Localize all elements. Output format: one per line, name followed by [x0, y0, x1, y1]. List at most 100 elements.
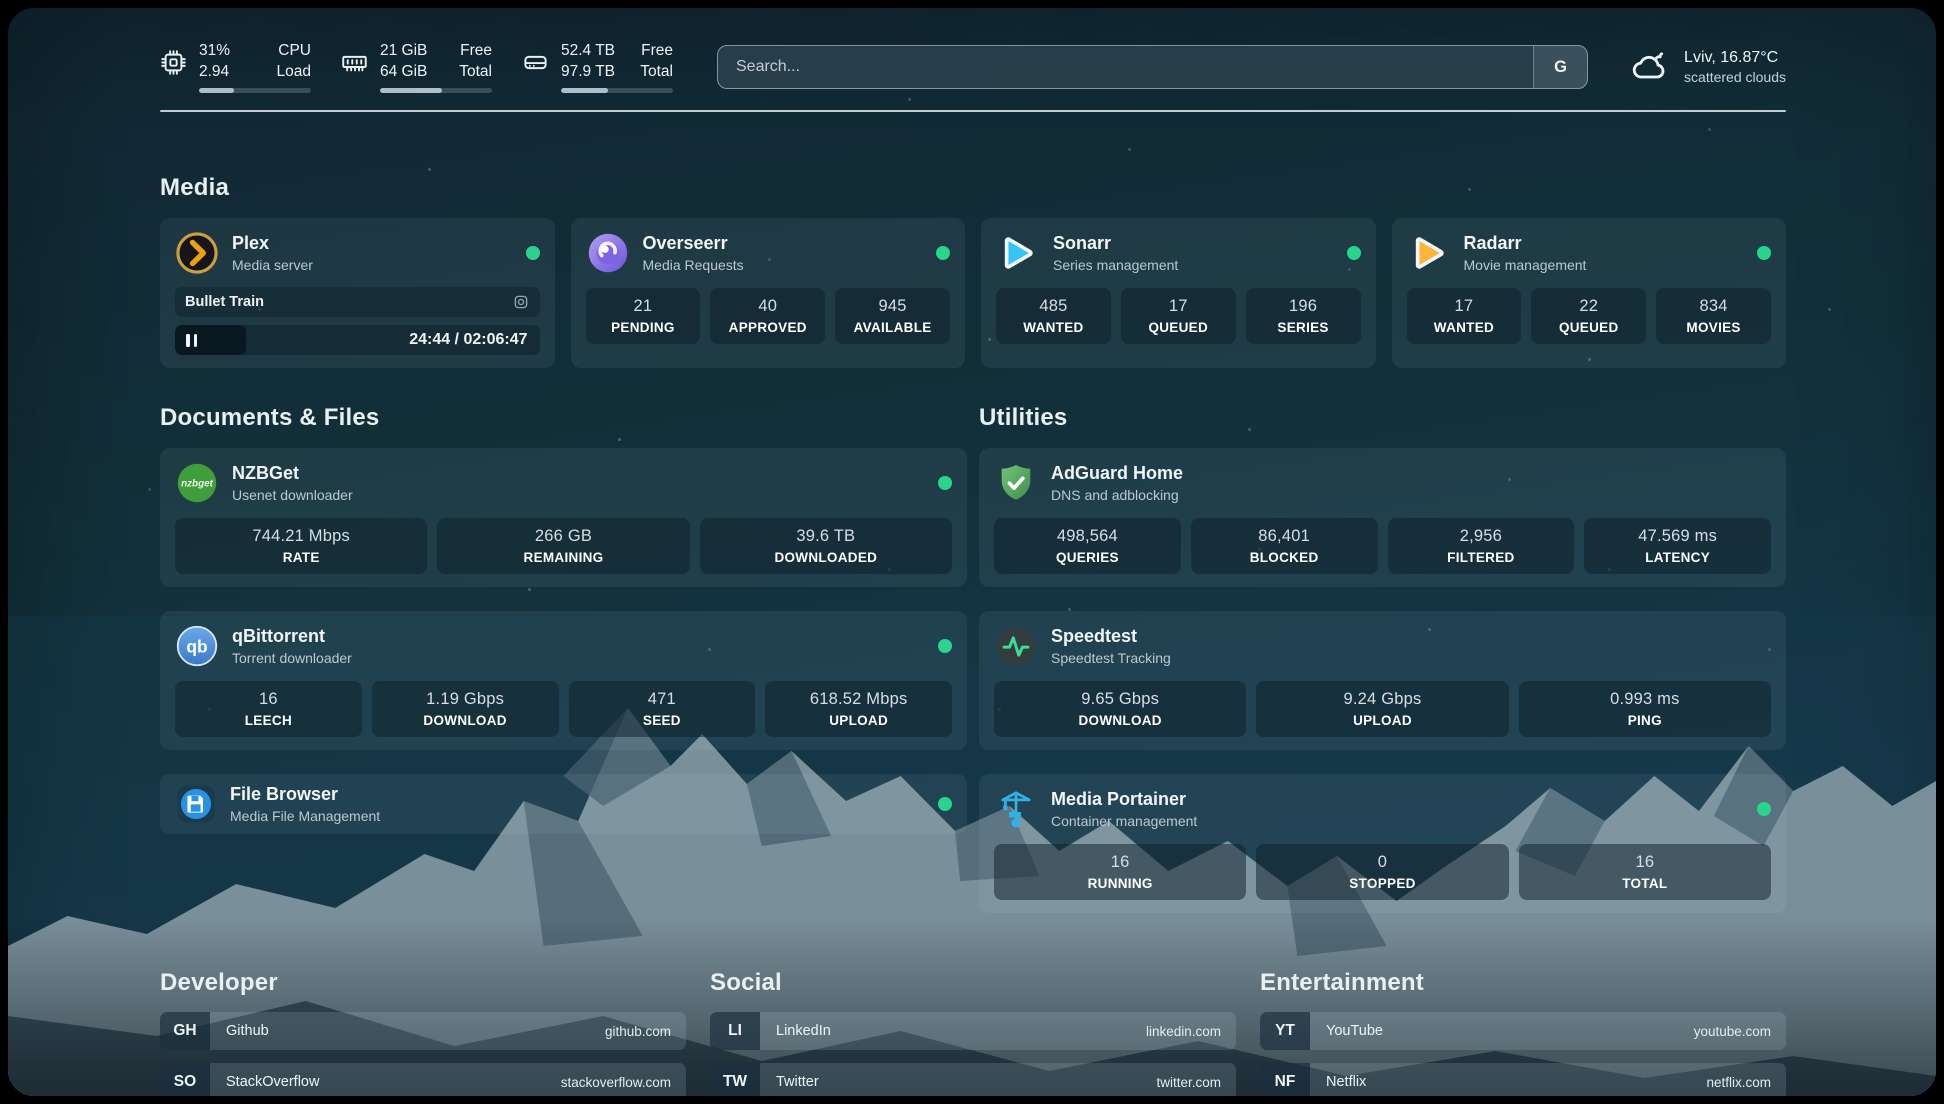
memory-free-label: Free — [460, 42, 492, 60]
nzbget-card[interactable]: nzbget NZBGet Usenet downloader 744.21 M… — [160, 448, 967, 587]
nzbget-icon: nzbget — [175, 461, 219, 505]
stat-value: 16 — [1635, 853, 1655, 871]
adguard-card[interactable]: AdGuard Home DNS and adblocking 498,564 … — [979, 448, 1786, 587]
media-type-icon — [512, 293, 530, 311]
entertainment-group: Entertainment YT YouTube youtube.com NF … — [1260, 969, 1786, 1096]
bookmark-stackoverflow[interactable]: SO StackOverflow stackoverflow.com — [160, 1063, 686, 1096]
cpu-row-2: 2.94 Load — [199, 62, 311, 82]
stat-label: LEECH — [244, 713, 292, 728]
cpu-usage-value: 31% — [199, 42, 231, 60]
bookmark-name: StackOverflow — [226, 1074, 320, 1090]
middle-columns: Documents & Files nzbget NZBGet Usenet d — [160, 404, 1786, 913]
status-dot — [525, 246, 540, 260]
bookmark-netflix[interactable]: NF Netflix netflix.com — [1260, 1063, 1786, 1096]
social-section-title: Social — [710, 969, 782, 996]
stat-rate: 744.21 Mbps RATE — [175, 518, 428, 574]
stat-value: 47.569 ms — [1638, 527, 1718, 545]
bookmark-linkedin[interactable]: LI LinkedIn linkedin.com — [710, 1012, 1236, 1050]
memory-progress-track — [380, 87, 492, 93]
qbittorrent-card[interactable]: qb qBittorrent Torrent downloader 16 LEE… — [160, 611, 967, 750]
service-name: Plex — [232, 232, 270, 253]
header-divider — [160, 110, 1786, 112]
nzbget-card-head: nzbget NZBGet Usenet downloader — [175, 461, 952, 505]
speedtest-card[interactable]: Speedtest Speedtest Tracking 9.65 Gbps D… — [979, 611, 1786, 750]
disk-free-value: 52.4 TB — [561, 42, 616, 60]
stat-value: 1.19 Gbps — [426, 690, 505, 708]
portainer-card[interactable]: Media Portainer Container management 16 … — [979, 774, 1786, 913]
stat-value: 21 — [633, 297, 653, 315]
media-section-title: Media — [160, 174, 230, 201]
bookmark-abbr: GH — [160, 1012, 210, 1050]
stat-label: UPLOAD — [1353, 713, 1412, 728]
bookmark-twitter[interactable]: TW Twitter twitter.com — [710, 1063, 1236, 1096]
service-name: Speedtest — [1051, 625, 1138, 646]
service-desc: DNS and adblocking — [1051, 487, 1179, 504]
weather-condition: scattered clouds — [1684, 69, 1786, 85]
stat-filtered: 2,956 FILTERED — [1387, 518, 1575, 574]
stat-label: STOPPED — [1349, 876, 1416, 891]
stat-value: 618.52 Mbps — [809, 690, 908, 708]
overseerr-card-head: Overseerr Media Requests — [586, 231, 950, 275]
documents-section-title: Documents & Files — [160, 404, 380, 431]
service-desc: Torrent downloader — [232, 650, 352, 667]
stat-movies: 834 MOVIES — [1656, 288, 1771, 344]
developer-bookmarks: GH Github github.com SO StackOverflow st… — [160, 1012, 686, 1096]
stat-series: 196 SERIES — [1245, 288, 1361, 344]
stat-label: FILTERED — [1447, 550, 1515, 565]
media-section: Media Plex Media server — [160, 174, 1786, 368]
bookmark-url: twitter.com — [1156, 1074, 1221, 1090]
radarr-meta: Radarr Movie management — [1464, 233, 1587, 274]
bookmarks-area: Developer GH Github github.com SO StackO… — [160, 969, 1786, 1096]
overseerr-card[interactable]: Overseerr Media Requests 21 PENDING 40 A… — [570, 218, 965, 368]
radarr-card-head: Radarr Movie management — [1407, 231, 1771, 275]
adguard-stats: 498,564 QUERIES 86,401 BLOCKED 2,956 FIL… — [994, 518, 1771, 574]
disk-row-1: 52.4 TB Free — [561, 41, 673, 61]
bookmark-abbr: SO — [160, 1063, 210, 1096]
service-desc: Container management — [1051, 813, 1198, 830]
developer-group: Developer GH Github github.com SO StackO… — [160, 969, 686, 1096]
cpu-row-1: 31% CPU — [199, 41, 311, 61]
search-input[interactable] — [718, 46, 1534, 88]
stat-label: BLOCKED — [1249, 550, 1319, 565]
stat-label: APPROVED — [728, 320, 807, 335]
stat-value: 39.6 TB — [796, 527, 856, 545]
status-dot — [938, 639, 952, 653]
search-bar[interactable]: G — [717, 45, 1589, 89]
memory-total-label: Total — [459, 62, 492, 80]
stat-value: 498,564 — [1056, 527, 1118, 545]
filebrowser-card[interactable]: File Browser Media File Management — [160, 774, 967, 834]
hard-drive-icon — [522, 49, 549, 76]
bookmark-github[interactable]: GH Github github.com — [160, 1012, 686, 1050]
status-dot — [1757, 246, 1771, 260]
nzbget-meta: NZBGet Usenet downloader — [232, 463, 353, 504]
bookmark-url: github.com — [604, 1023, 671, 1039]
stat-value: 196 — [1289, 297, 1318, 315]
radarr-icon — [1407, 231, 1451, 275]
radarr-card[interactable]: Radarr Movie management 17 WANTED 22 QUE… — [1391, 218, 1786, 368]
stat-wanted: 17 WANTED — [1406, 288, 1522, 344]
stat-value: 22 — [1579, 297, 1599, 315]
sonarr-card[interactable]: Sonarr Series management 485 WANTED 17 Q… — [981, 218, 1376, 368]
stat-leech: 16 LEECH — [175, 681, 362, 737]
stat-download: 1.19 Gbps DOWNLOAD — [371, 681, 559, 737]
overseerr-icon — [586, 231, 630, 275]
stat-value: 471 — [647, 690, 676, 708]
service-name: Radarr — [1463, 232, 1522, 253]
stat-value: 17 — [1454, 297, 1474, 315]
memory-row-2: 64 GiB Total — [380, 62, 492, 82]
stat-value: 9.65 Gbps — [1081, 690, 1160, 708]
bookmark-youtube[interactable]: YT YouTube youtube.com — [1260, 1012, 1786, 1050]
sonarr-meta: Sonarr Series management — [1053, 233, 1178, 274]
svg-text:qb: qb — [186, 637, 207, 657]
stat-label: RUNNING — [1087, 876, 1153, 891]
plex-card[interactable]: Plex Media server Bullet Train — [160, 218, 555, 368]
search-provider-button[interactable]: G — [1533, 46, 1588, 88]
bookmark-abbr: YT — [1260, 1012, 1310, 1050]
entertainment-bookmarks: YT YouTube youtube.com NF Netflix netfli… — [1260, 1012, 1786, 1096]
stat-label: QUEUED — [1558, 320, 1619, 335]
stat-value: 17 — [1168, 297, 1188, 315]
cpu-usage-label: CPU — [278, 42, 311, 60]
weather-location-temp: Lviv, 16.87°C — [1684, 49, 1779, 66]
stat-value: 485 — [1039, 297, 1068, 315]
